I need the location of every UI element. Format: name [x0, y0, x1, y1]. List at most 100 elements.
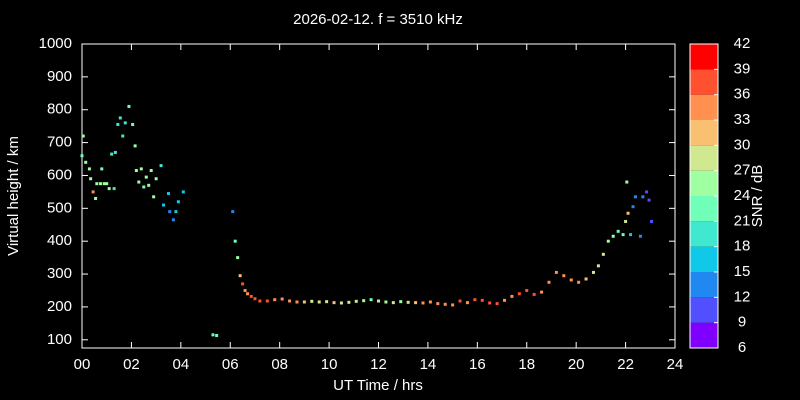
data-point [258, 299, 262, 303]
data-point [606, 239, 610, 243]
x-axis-label: UT Time / hrs [333, 377, 423, 394]
data-point [584, 277, 588, 281]
x-tick-label: 24 [667, 356, 684, 373]
data-point [532, 292, 536, 296]
data-point [332, 301, 336, 305]
data-point [116, 123, 120, 127]
data-point [473, 298, 477, 302]
data-point [121, 134, 125, 138]
colorbar-tick-label: 36 [734, 86, 751, 103]
data-point [317, 300, 321, 304]
data-point [629, 233, 633, 237]
x-tick-label: 14 [420, 356, 437, 373]
data-point [554, 270, 558, 274]
y-tick-label: 700 [47, 134, 72, 151]
colorbar-band [690, 94, 718, 120]
data-point [127, 104, 131, 108]
data-point [288, 299, 292, 303]
data-point [562, 274, 566, 278]
y-tick-label: 200 [47, 298, 72, 315]
data-point [249, 294, 253, 298]
data-point [87, 167, 91, 171]
data-point [162, 203, 166, 207]
data-point [159, 164, 163, 168]
x-tick-label: 08 [271, 356, 288, 373]
colorbar-band [690, 145, 718, 171]
data-point [273, 298, 277, 302]
data-point [105, 182, 109, 186]
data-point [84, 160, 88, 164]
data-point [89, 177, 93, 181]
data-point [133, 144, 137, 148]
x-tick-label: 12 [370, 356, 387, 373]
data-point [650, 219, 654, 223]
data-point [238, 274, 242, 278]
data-point [241, 282, 245, 286]
data-point [171, 218, 175, 222]
data-point [601, 252, 605, 256]
data-point [339, 301, 343, 305]
colorbar-band [690, 120, 718, 146]
y-tick-label: 900 [47, 68, 72, 85]
data-point [428, 300, 432, 304]
y-tick-label: 400 [47, 232, 72, 249]
data-point [134, 169, 138, 173]
data-point [647, 198, 651, 202]
data-point [645, 190, 649, 194]
data-point [443, 302, 447, 306]
x-tick-label: 10 [321, 356, 338, 373]
data-point [152, 195, 156, 199]
chart-title: 2026-02-12. f = 3510 kHz [293, 11, 463, 28]
data-point [94, 196, 98, 200]
data-point [215, 334, 219, 338]
data-point [591, 270, 595, 274]
data-point [110, 152, 114, 156]
data-point [616, 229, 620, 233]
data-point [236, 256, 240, 260]
data-point [347, 300, 351, 304]
data-point [80, 154, 84, 158]
data-point [325, 300, 329, 304]
data-point [540, 290, 544, 294]
colorbar-band [690, 322, 718, 348]
data-point [421, 301, 425, 305]
data-point [176, 200, 180, 204]
data-point [525, 288, 529, 292]
colorbar-band [690, 69, 718, 95]
data-point [384, 300, 388, 304]
y-tick-label: 600 [47, 166, 72, 183]
data-point [113, 150, 117, 154]
colorbar-tick-label: 15 [734, 263, 751, 280]
data-point [102, 182, 106, 186]
data-point [246, 292, 250, 296]
data-point [131, 123, 135, 127]
data-point [626, 211, 630, 215]
data-point [638, 234, 642, 238]
data-point [280, 297, 284, 301]
x-tick-label: 06 [222, 356, 239, 373]
data-point [596, 264, 600, 268]
data-point [147, 183, 151, 187]
data-point [107, 187, 111, 191]
colorbar-tick-label: 21 [734, 212, 751, 229]
data-point [154, 177, 158, 181]
data-point [174, 210, 178, 214]
y-tick-label: 100 [47, 331, 72, 348]
data-point [142, 185, 146, 189]
data-point [510, 294, 514, 298]
data-point [99, 182, 103, 186]
colorbar-tick-label: 9 [738, 314, 746, 331]
colorbar-tick-label: 33 [734, 111, 751, 128]
colorbar-band [690, 297, 718, 323]
data-point [451, 303, 455, 307]
data-point [253, 297, 257, 301]
colorbar-band [690, 221, 718, 247]
data-point [495, 302, 499, 306]
y-tick-label: 800 [47, 101, 72, 118]
data-point [95, 182, 99, 186]
data-point [112, 187, 116, 191]
colorbar-tick-label: 27 [734, 162, 751, 179]
data-point [211, 333, 215, 337]
